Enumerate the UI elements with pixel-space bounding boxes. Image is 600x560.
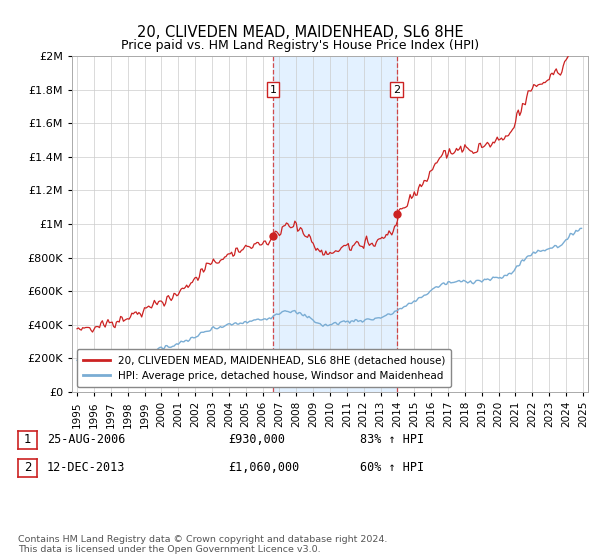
Text: 2: 2 — [24, 461, 31, 474]
Text: £930,000: £930,000 — [228, 433, 285, 446]
Text: Price paid vs. HM Land Registry's House Price Index (HPI): Price paid vs. HM Land Registry's House … — [121, 39, 479, 52]
Text: 1: 1 — [269, 85, 277, 95]
Text: 2: 2 — [393, 85, 400, 95]
Text: 60% ↑ HPI: 60% ↑ HPI — [360, 461, 424, 474]
Text: 83% ↑ HPI: 83% ↑ HPI — [360, 433, 424, 446]
Text: £1,060,000: £1,060,000 — [228, 461, 299, 474]
Legend: 20, CLIVEDEN MEAD, MAIDENHEAD, SL6 8HE (detached house), HPI: Average price, det: 20, CLIVEDEN MEAD, MAIDENHEAD, SL6 8HE (… — [77, 349, 451, 387]
Text: 25-AUG-2006: 25-AUG-2006 — [47, 433, 125, 446]
Text: 20, CLIVEDEN MEAD, MAIDENHEAD, SL6 8HE: 20, CLIVEDEN MEAD, MAIDENHEAD, SL6 8HE — [137, 25, 463, 40]
Text: Contains HM Land Registry data © Crown copyright and database right 2024.
This d: Contains HM Land Registry data © Crown c… — [18, 535, 388, 554]
Text: 1: 1 — [24, 433, 31, 446]
Bar — [273, 56, 397, 392]
Text: 12-DEC-2013: 12-DEC-2013 — [47, 461, 125, 474]
